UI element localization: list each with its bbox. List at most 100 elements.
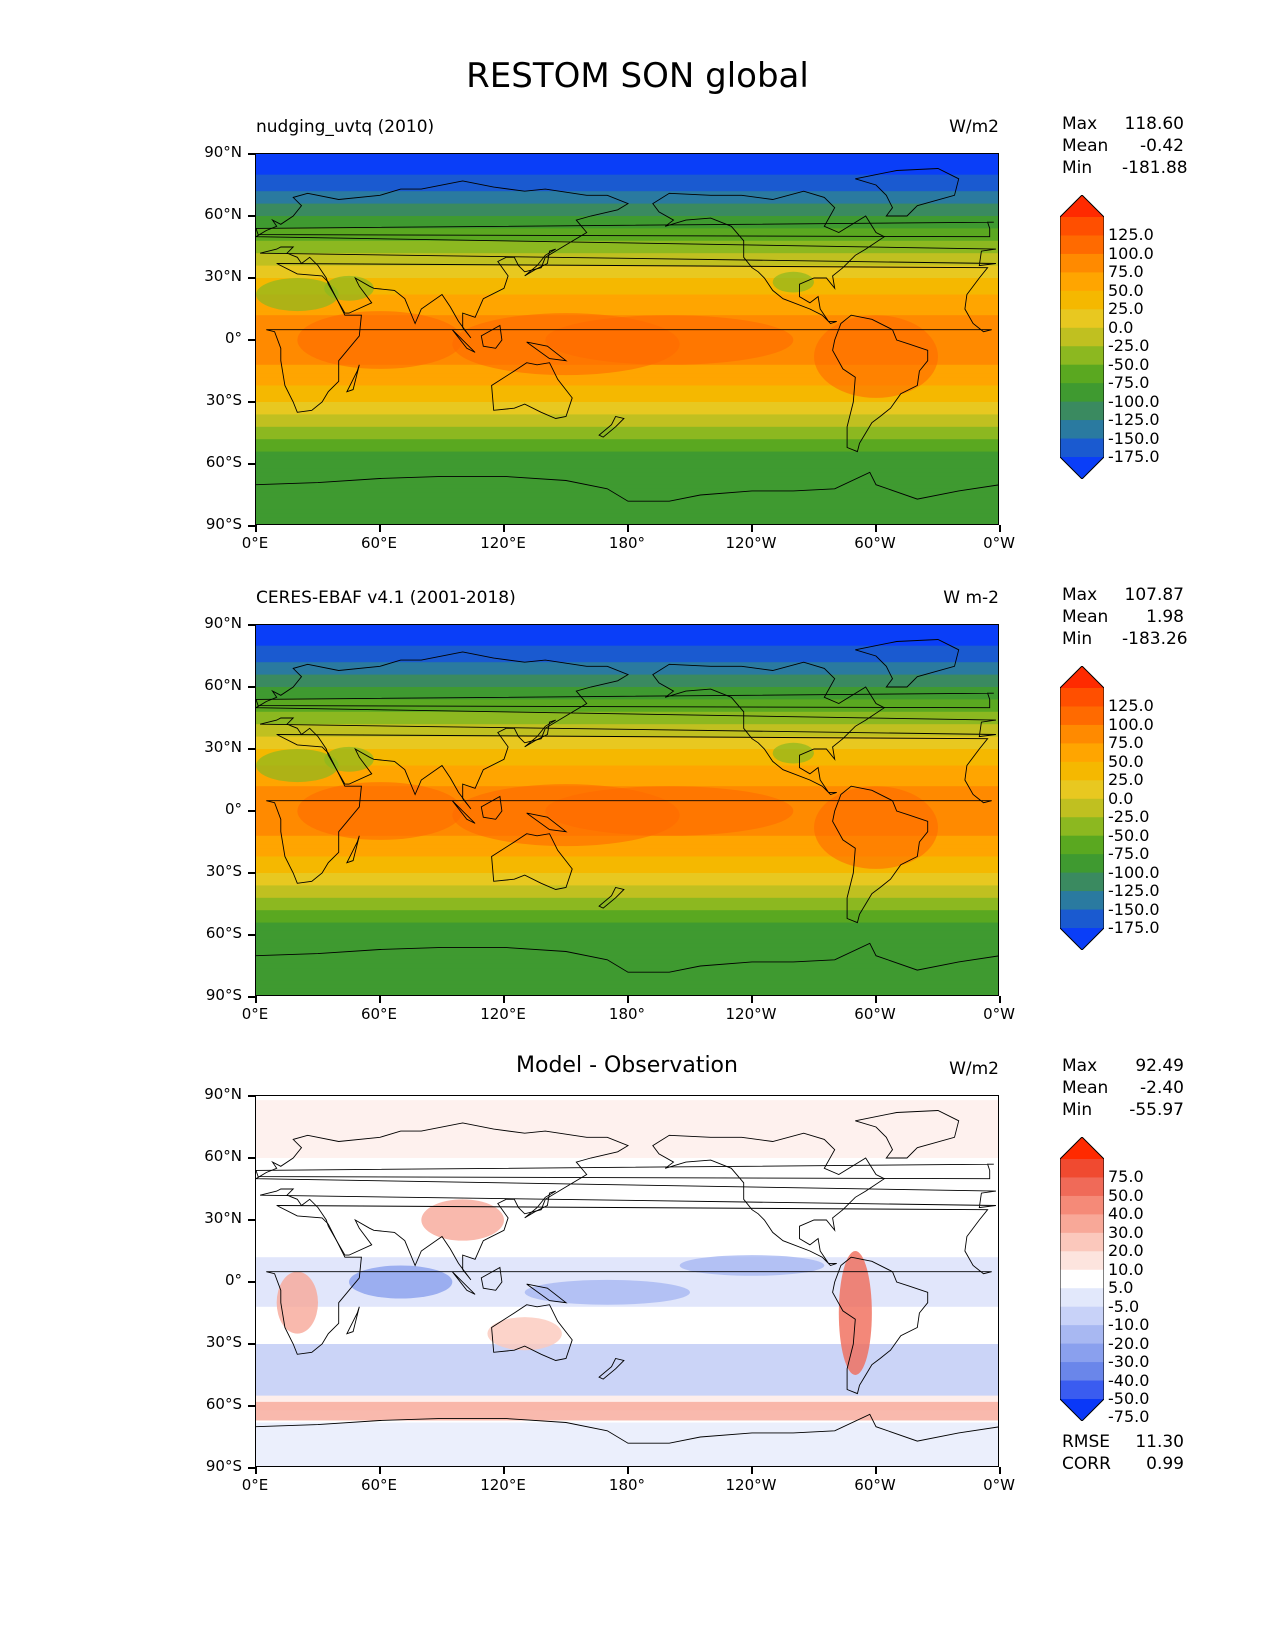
lon-tick-label: 120°W [725, 1005, 777, 1023]
colorbar-tick-label: 25.0 [1108, 770, 1144, 790]
stat-row: Max 107.87 [1062, 584, 1184, 606]
colorbar-tick-label: -125.0 [1108, 410, 1160, 430]
colorbar-tick-label: 25.0 [1108, 299, 1144, 319]
lon-tick-label: 0°W [983, 1476, 1015, 1494]
stat-label: Max [1062, 585, 1098, 605]
lat-tick-mark [248, 1095, 255, 1097]
colorbar-tick-label: 5.0 [1108, 1278, 1134, 1298]
colorbar-tick-label: 100.0 [1108, 714, 1154, 734]
lat-tick-label: 30°N [204, 1209, 242, 1227]
lon-tick-label: 0°E [241, 1476, 269, 1494]
stat-value: 92.49 [1135, 1056, 1184, 1076]
lon-tick-label: 120°E [480, 1005, 526, 1023]
stat-label: Max [1062, 1056, 1098, 1076]
colorbar-tick-label: -5.0 [1108, 1296, 1140, 1316]
colorbar-tick-label: -100.0 [1108, 862, 1160, 882]
lon-tick-mark [999, 1467, 1001, 1474]
lon-tick-mark [875, 525, 877, 532]
rmse-label: RMSE [1062, 1432, 1111, 1452]
map-field [256, 154, 998, 524]
lat-tick-mark [248, 1405, 255, 1407]
lon-tick-label: 180° [608, 534, 646, 552]
lon-tick-label: 120°W [725, 1476, 777, 1494]
rmse-corr-block: RMSE 11.30 CORR 0.99 [1062, 1431, 1184, 1475]
lat-tick-label: 90°S [205, 1457, 242, 1475]
colorbar-tick-label: 100.0 [1108, 243, 1154, 263]
stat-label: Min [1062, 158, 1093, 178]
lat-tick-label: 30°S [205, 862, 242, 880]
colorbar-tick-label: 75.0 [1108, 262, 1144, 282]
lat-tick-mark [248, 525, 255, 527]
colorbar-tick-label: 10.0 [1108, 1259, 1144, 1279]
colorbar-tick-label: -75.0 [1108, 373, 1150, 393]
stats-block: Max 107.87 Mean 1.98 Min -183.26 [1062, 584, 1188, 650]
colorbar-tick-label: 0.0 [1108, 317, 1134, 337]
lon-tick-mark [875, 996, 877, 1003]
colorbar-tick-label: 75.0 [1108, 1167, 1144, 1187]
lat-tick-label: 60°N [204, 676, 242, 694]
colorbar-tick-label: -10.0 [1108, 1315, 1150, 1335]
lat-tick-mark [248, 996, 255, 998]
colorbar-tick-label: 75.0 [1108, 733, 1144, 753]
colorbar-tick-label: -100.0 [1108, 391, 1160, 411]
lat-tick-mark [248, 339, 255, 341]
lon-tick-label: 60°E [360, 1476, 398, 1494]
lat-tick-label: 0° [224, 329, 242, 347]
stat-label: Min [1062, 629, 1093, 649]
stats-block: Max 92.49 Mean -2.40 Min -55.97 [1062, 1055, 1184, 1121]
stat-value: -181.88 [1122, 158, 1188, 178]
lat-tick-label: 30°N [204, 267, 242, 285]
stat-value: 1.98 [1146, 607, 1184, 627]
colorbar-tick-label: -50.0 [1108, 1389, 1150, 1408]
colorbar-tick-label: -175.0 [1108, 918, 1160, 937]
corr-row: CORR 0.99 [1062, 1453, 1184, 1475]
colorbar-tick-label: 50.0 [1108, 280, 1144, 300]
lon-tick-mark [255, 1467, 257, 1474]
lon-tick-label: 0°E [241, 1005, 269, 1023]
lon-tick-mark [503, 996, 505, 1003]
lat-tick-label: 0° [224, 800, 242, 818]
colorbar [1059, 1136, 1105, 1422]
lon-tick-mark [627, 1467, 629, 1474]
stat-value: 107.87 [1124, 585, 1184, 605]
map-field [256, 1096, 998, 1466]
lon-tick-label: 120°E [480, 534, 526, 552]
stat-row: Mean -2.40 [1062, 1077, 1184, 1099]
colorbar-tick-label: 40.0 [1108, 1204, 1144, 1224]
lat-tick-label: 30°S [205, 391, 242, 409]
panel-left-title: nudging_uvtq (2010) [256, 117, 435, 137]
lon-tick-mark [751, 525, 753, 532]
stat-label: Min [1062, 1100, 1093, 1120]
colorbar-tick-label: 50.0 [1108, 751, 1144, 771]
stat-row: Max 92.49 [1062, 1055, 1184, 1077]
colorbar-tick-label: 30.0 [1108, 1222, 1144, 1242]
lon-tick-label: 180° [608, 1005, 646, 1023]
stat-value: -183.26 [1122, 629, 1188, 649]
stat-label: Max [1062, 114, 1098, 134]
stats-block: Max 118.60 Mean -0.42 Min -181.88 [1062, 113, 1188, 179]
colorbar-tick-label: 20.0 [1108, 1241, 1144, 1261]
colorbar-tick-label: 50.0 [1108, 1185, 1144, 1205]
lon-tick-mark [627, 525, 629, 532]
lon-tick-mark [627, 996, 629, 1003]
colorbar-tick-label: 125.0 [1108, 225, 1154, 245]
stat-label: Mean [1062, 136, 1109, 156]
stat-value: 118.60 [1124, 114, 1184, 134]
stat-row: Min -181.88 [1062, 157, 1188, 179]
corr-value: 0.99 [1146, 1454, 1184, 1474]
lon-tick-mark [751, 1467, 753, 1474]
lon-tick-mark [503, 525, 505, 532]
lat-tick-mark [248, 1281, 255, 1283]
lat-tick-mark [248, 153, 255, 155]
lat-tick-mark [248, 215, 255, 217]
lat-tick-mark [248, 872, 255, 874]
stat-value: -55.97 [1129, 1100, 1184, 1120]
lat-tick-label: 30°S [205, 1333, 242, 1351]
map-field [256, 625, 998, 995]
colorbar-tick-label: 0.0 [1108, 788, 1134, 808]
stat-label: Mean [1062, 607, 1109, 627]
lat-tick-label: 90°N [204, 614, 242, 632]
lat-tick-mark [248, 1219, 255, 1221]
rmse-row: RMSE 11.30 [1062, 1431, 1184, 1453]
corr-label: CORR [1062, 1454, 1111, 1474]
